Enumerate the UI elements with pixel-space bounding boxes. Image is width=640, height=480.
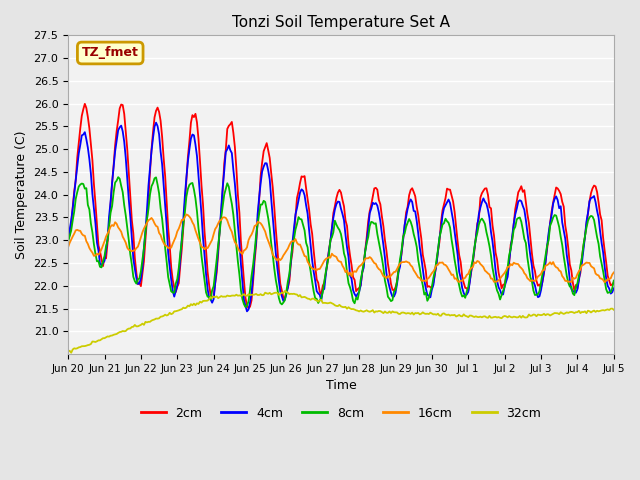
32cm <box>168 311 175 317</box>
8cm <box>115 174 122 180</box>
X-axis label: Time: Time <box>326 379 356 392</box>
16cm <box>166 245 173 251</box>
16cm <box>64 244 72 250</box>
8cm <box>408 224 416 229</box>
32cm <box>67 350 75 356</box>
2cm <box>547 220 554 226</box>
4cm <box>610 286 618 291</box>
32cm <box>610 307 618 312</box>
Line: 16cm: 16cm <box>68 215 614 282</box>
4cm <box>79 132 87 137</box>
4cm <box>152 120 160 125</box>
16cm <box>376 267 384 273</box>
8cm <box>547 223 554 229</box>
8cm <box>79 181 87 187</box>
Y-axis label: Soil Temperature (C): Soil Temperature (C) <box>15 131 28 259</box>
8cm <box>396 256 404 262</box>
4cm <box>168 277 175 283</box>
2cm <box>244 305 252 311</box>
Line: 8cm: 8cm <box>68 177 614 307</box>
8cm <box>64 239 72 244</box>
16cm <box>407 263 415 268</box>
2cm <box>378 214 386 219</box>
4cm <box>64 236 72 242</box>
2cm <box>79 107 87 112</box>
16cm <box>79 232 87 238</box>
2cm <box>168 264 175 270</box>
32cm <box>396 311 404 317</box>
4cm <box>243 309 251 314</box>
8cm <box>168 288 175 294</box>
32cm <box>64 348 72 354</box>
8cm <box>610 278 618 284</box>
8cm <box>378 255 386 261</box>
32cm <box>81 343 89 349</box>
Line: 2cm: 2cm <box>68 104 614 308</box>
2cm <box>81 101 89 107</box>
4cm <box>396 264 404 269</box>
8cm <box>242 304 250 310</box>
2cm <box>610 279 618 285</box>
32cm <box>378 309 386 315</box>
2cm <box>408 185 416 191</box>
32cm <box>408 310 416 315</box>
4cm <box>547 220 554 226</box>
16cm <box>545 261 552 267</box>
2cm <box>396 261 404 267</box>
16cm <box>395 263 403 269</box>
Legend: 2cm, 4cm, 8cm, 16cm, 32cm: 2cm, 4cm, 8cm, 16cm, 32cm <box>136 402 547 425</box>
32cm <box>547 312 554 318</box>
16cm <box>610 270 618 276</box>
Line: 4cm: 4cm <box>68 122 614 312</box>
Title: Tonzi Soil Temperature Set A: Tonzi Soil Temperature Set A <box>232 15 450 30</box>
16cm <box>601 279 609 285</box>
32cm <box>281 288 289 294</box>
4cm <box>378 231 386 237</box>
Text: TZ_fmet: TZ_fmet <box>82 47 139 60</box>
2cm <box>64 235 72 241</box>
Line: 32cm: 32cm <box>68 291 614 353</box>
16cm <box>182 212 190 217</box>
4cm <box>408 199 416 205</box>
